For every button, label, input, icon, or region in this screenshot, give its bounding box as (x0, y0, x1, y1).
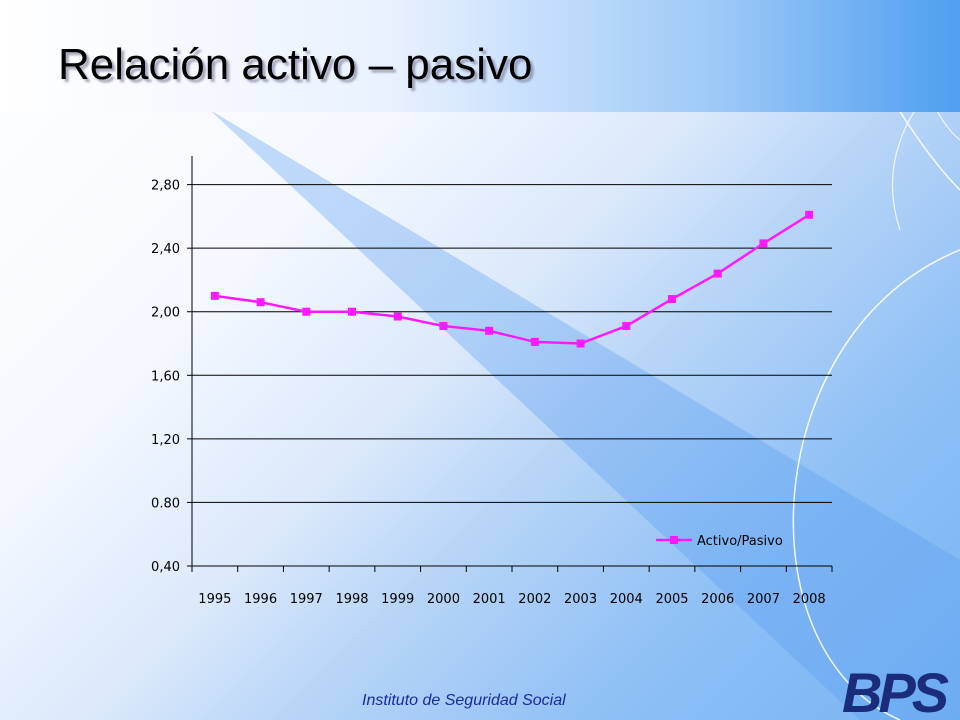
y-tick-label-5: 2,40 (151, 242, 180, 257)
x-tick-label-2008: 2008 (793, 592, 826, 607)
x-tick-label-2007: 2007 (747, 592, 780, 607)
data-point-2004 (622, 322, 631, 331)
bps-logo: BPS (842, 661, 953, 720)
x-tick-label-1998: 1998 (335, 592, 368, 607)
y-tick-label-6: 2,80 (151, 179, 180, 194)
y-tick-label-1: 0.80 (151, 496, 180, 511)
x-tick-label-2001: 2001 (473, 592, 506, 607)
x-tick-label-2005: 2005 (655, 592, 688, 607)
data-point-1998 (348, 307, 356, 316)
data-point-2003 (576, 339, 585, 348)
data-point-2006 (713, 269, 722, 278)
y-tick-labels: 0,40 0.80 1,20 1,60 2,00 2,40 2,80 (151, 179, 180, 575)
x-tick-label-1995: 1995 (198, 592, 231, 607)
y-tick-label-2: 1,20 (151, 433, 180, 448)
data-point-1996 (256, 298, 265, 307)
data-point-2002 (530, 337, 539, 346)
x-tick-label-1997: 1997 (290, 592, 323, 607)
page-title: Relación activo – pasivo (58, 40, 533, 89)
data-point-1995 (210, 291, 219, 300)
gridlines (192, 184, 832, 503)
data-point-2005 (668, 295, 676, 304)
background-blue-wedge (210, 110, 960, 720)
x-tick-label-1996: 1996 (244, 592, 277, 607)
legend: Activo/Pasivo (656, 534, 783, 549)
data-point-1997 (302, 307, 311, 316)
y-tick-label-4: 2,00 (151, 306, 180, 321)
data-point-2007 (759, 239, 768, 248)
series-activo-pasivo (210, 210, 814, 348)
series-line-activo-pasivo (214, 213, 810, 345)
x-tick-label-2002: 2002 (518, 592, 551, 607)
background-arc-large (792, 249, 960, 720)
x-tick-label-1999: 1999 (381, 592, 414, 607)
y-tick-label-0: 0,40 (151, 560, 180, 575)
data-point-1999 (393, 312, 402, 321)
data-point-2008 (805, 210, 814, 219)
footer-institution: Instituto de Seguridad Social (362, 692, 566, 709)
data-point-2000 (439, 322, 448, 331)
x-tick-label-2004: 2004 (610, 592, 643, 607)
y-tick-label-3: 1,60 (151, 369, 180, 384)
bps-logo-text: BPS (842, 661, 949, 720)
title-bar (0, 0, 960, 112)
axes (187, 156, 833, 572)
legend-marker-swatch (670, 536, 678, 544)
x-tick-label-2003: 2003 (564, 592, 597, 607)
x-tick-label-2006: 2006 (701, 592, 734, 607)
x-tick-labels: 1995 1996 1997 1998 1999 2000 2001 2002 2003 2004… (198, 592, 825, 607)
x-tick-label-2000: 2000 (427, 592, 460, 607)
data-point-2001 (485, 326, 494, 335)
legend-label: Activo/Pasivo (697, 534, 783, 549)
